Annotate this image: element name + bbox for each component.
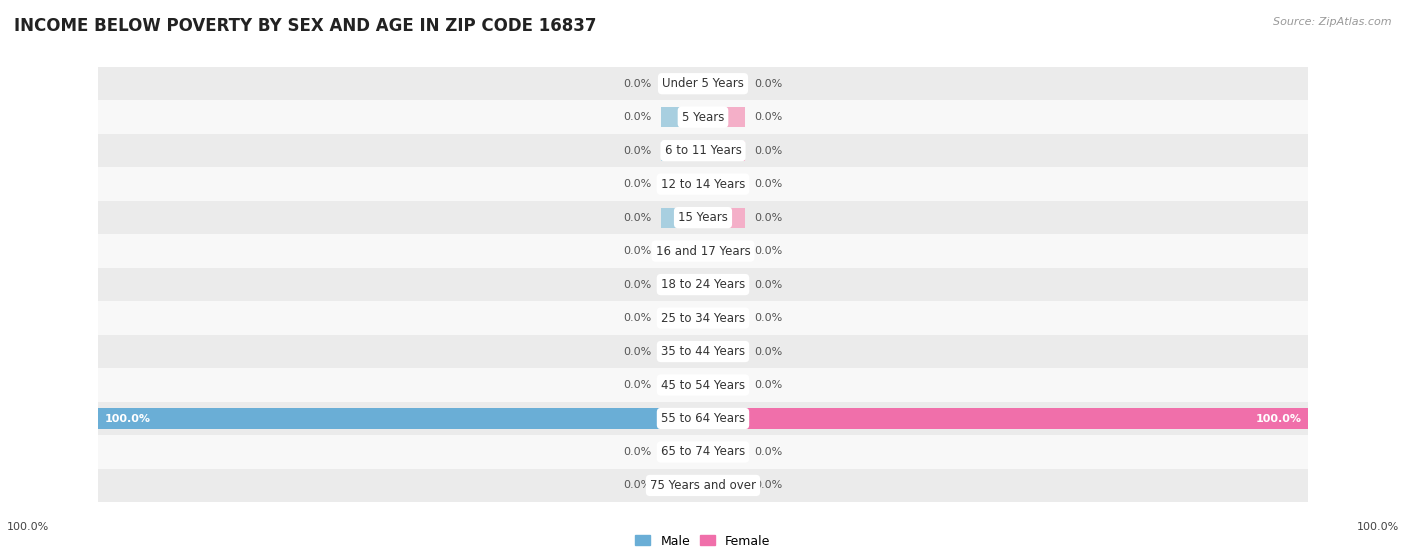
Bar bbox=[661, 341, 703, 362]
Bar bbox=[661, 442, 703, 462]
Text: 0.0%: 0.0% bbox=[755, 280, 783, 290]
Bar bbox=[703, 107, 745, 127]
Bar bbox=[703, 141, 745, 161]
Bar bbox=[703, 341, 745, 362]
Text: 75 Years and over: 75 Years and over bbox=[650, 479, 756, 492]
Text: 0.0%: 0.0% bbox=[623, 280, 651, 290]
Text: 0.0%: 0.0% bbox=[755, 313, 783, 323]
Text: 0.0%: 0.0% bbox=[623, 447, 651, 457]
Bar bbox=[98, 134, 1308, 167]
Bar bbox=[98, 201, 1308, 234]
Bar bbox=[661, 141, 703, 161]
Bar bbox=[98, 100, 1308, 134]
Bar bbox=[661, 208, 703, 228]
Bar bbox=[703, 174, 745, 194]
Bar bbox=[703, 74, 745, 94]
Bar bbox=[703, 275, 745, 295]
Bar bbox=[98, 435, 1308, 469]
Text: 12 to 14 Years: 12 to 14 Years bbox=[661, 177, 745, 191]
Text: 65 to 74 Years: 65 to 74 Years bbox=[661, 445, 745, 459]
Text: 0.0%: 0.0% bbox=[623, 313, 651, 323]
Bar bbox=[661, 74, 703, 94]
Legend: Male, Female: Male, Female bbox=[630, 530, 776, 552]
Text: 0.0%: 0.0% bbox=[755, 347, 783, 357]
Text: 5 Years: 5 Years bbox=[682, 110, 724, 124]
Text: 35 to 44 Years: 35 to 44 Years bbox=[661, 345, 745, 358]
Text: 0.0%: 0.0% bbox=[623, 246, 651, 256]
Text: 0.0%: 0.0% bbox=[623, 146, 651, 156]
Text: 0.0%: 0.0% bbox=[755, 380, 783, 390]
Text: 16 and 17 Years: 16 and 17 Years bbox=[655, 244, 751, 258]
Text: 0.0%: 0.0% bbox=[623, 213, 651, 223]
Bar bbox=[98, 67, 1308, 100]
Bar bbox=[98, 301, 1308, 335]
Text: 0.0%: 0.0% bbox=[623, 79, 651, 89]
Bar bbox=[98, 167, 1308, 201]
Text: 6 to 11 Years: 6 to 11 Years bbox=[665, 144, 741, 157]
Text: 0.0%: 0.0% bbox=[623, 347, 651, 357]
Text: 100.0%: 100.0% bbox=[104, 413, 150, 424]
Bar bbox=[703, 241, 745, 261]
Bar bbox=[661, 308, 703, 328]
Bar bbox=[661, 174, 703, 194]
Bar bbox=[703, 442, 745, 462]
Text: 0.0%: 0.0% bbox=[755, 213, 783, 223]
Bar bbox=[703, 375, 745, 395]
Text: 15 Years: 15 Years bbox=[678, 211, 728, 224]
Text: 100.0%: 100.0% bbox=[7, 522, 49, 532]
Bar bbox=[661, 275, 703, 295]
Bar bbox=[98, 402, 1308, 435]
Bar bbox=[703, 475, 745, 496]
Text: 0.0%: 0.0% bbox=[755, 480, 783, 490]
Text: 25 to 34 Years: 25 to 34 Years bbox=[661, 311, 745, 325]
Text: 0.0%: 0.0% bbox=[623, 380, 651, 390]
Text: 0.0%: 0.0% bbox=[755, 246, 783, 256]
Bar bbox=[98, 408, 703, 429]
Bar bbox=[703, 408, 1308, 429]
Text: 0.0%: 0.0% bbox=[755, 146, 783, 156]
Bar bbox=[98, 335, 1308, 368]
Bar bbox=[98, 268, 1308, 301]
Bar bbox=[661, 107, 703, 127]
Text: 55 to 64 Years: 55 to 64 Years bbox=[661, 412, 745, 425]
Text: 0.0%: 0.0% bbox=[755, 179, 783, 189]
Text: 100.0%: 100.0% bbox=[1256, 413, 1302, 424]
Text: 0.0%: 0.0% bbox=[623, 179, 651, 189]
Text: 0.0%: 0.0% bbox=[623, 112, 651, 122]
Bar bbox=[98, 368, 1308, 402]
Text: 100.0%: 100.0% bbox=[1357, 522, 1399, 532]
Text: 0.0%: 0.0% bbox=[755, 447, 783, 457]
Text: 45 to 54 Years: 45 to 54 Years bbox=[661, 378, 745, 392]
Text: Under 5 Years: Under 5 Years bbox=[662, 77, 744, 90]
Bar bbox=[661, 475, 703, 496]
Text: 0.0%: 0.0% bbox=[755, 79, 783, 89]
Bar bbox=[703, 208, 745, 228]
Bar bbox=[703, 308, 745, 328]
Text: 18 to 24 Years: 18 to 24 Years bbox=[661, 278, 745, 291]
Text: 0.0%: 0.0% bbox=[755, 112, 783, 122]
Bar bbox=[98, 469, 1308, 502]
Bar bbox=[661, 375, 703, 395]
Text: Source: ZipAtlas.com: Source: ZipAtlas.com bbox=[1274, 17, 1392, 27]
Bar bbox=[98, 234, 1308, 268]
Text: 0.0%: 0.0% bbox=[623, 480, 651, 490]
Text: INCOME BELOW POVERTY BY SEX AND AGE IN ZIP CODE 16837: INCOME BELOW POVERTY BY SEX AND AGE IN Z… bbox=[14, 17, 596, 35]
Bar bbox=[661, 241, 703, 261]
